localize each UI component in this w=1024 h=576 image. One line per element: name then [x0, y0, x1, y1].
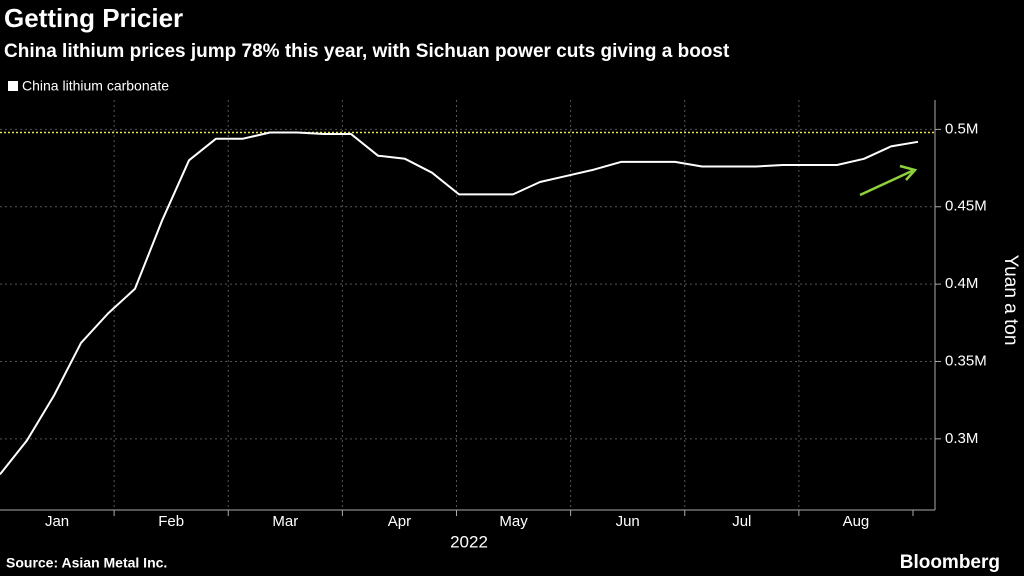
y-tick-label: 0.3M: [945, 430, 978, 447]
x-tick-label: Apr: [388, 513, 411, 530]
x-tick-label: Jul: [732, 513, 751, 530]
y-tick-label: 0.35M: [945, 352, 987, 369]
y-axis-label: Yuan a ton: [1000, 255, 1021, 346]
x-tick-label: Feb: [158, 513, 184, 530]
legend-label: China lithium carbonate: [22, 78, 169, 94]
legend-swatch: [8, 81, 18, 91]
x-axis-label: 2022: [450, 532, 488, 551]
x-tick-label: May: [499, 513, 528, 530]
source: Source: Asian Metal Inc.: [6, 555, 167, 571]
x-tick-label: Jun: [616, 513, 640, 530]
x-tick-label: Jan: [45, 513, 69, 530]
chart-title: Getting Pricier: [4, 3, 183, 33]
chart-subtitle: China lithium prices jump 78% this year,…: [4, 41, 730, 62]
x-tick-label: Aug: [843, 513, 870, 530]
y-tick-label: 0.4M: [945, 275, 978, 292]
brand: Bloomberg: [900, 552, 1000, 573]
line-series: [0, 131, 919, 476]
x-tick-label: Mar: [272, 513, 298, 530]
y-tick-label: 0.45M: [945, 198, 987, 215]
y-tick-label: 0.5M: [945, 120, 978, 137]
annotation-arrow: [859, 164, 918, 197]
